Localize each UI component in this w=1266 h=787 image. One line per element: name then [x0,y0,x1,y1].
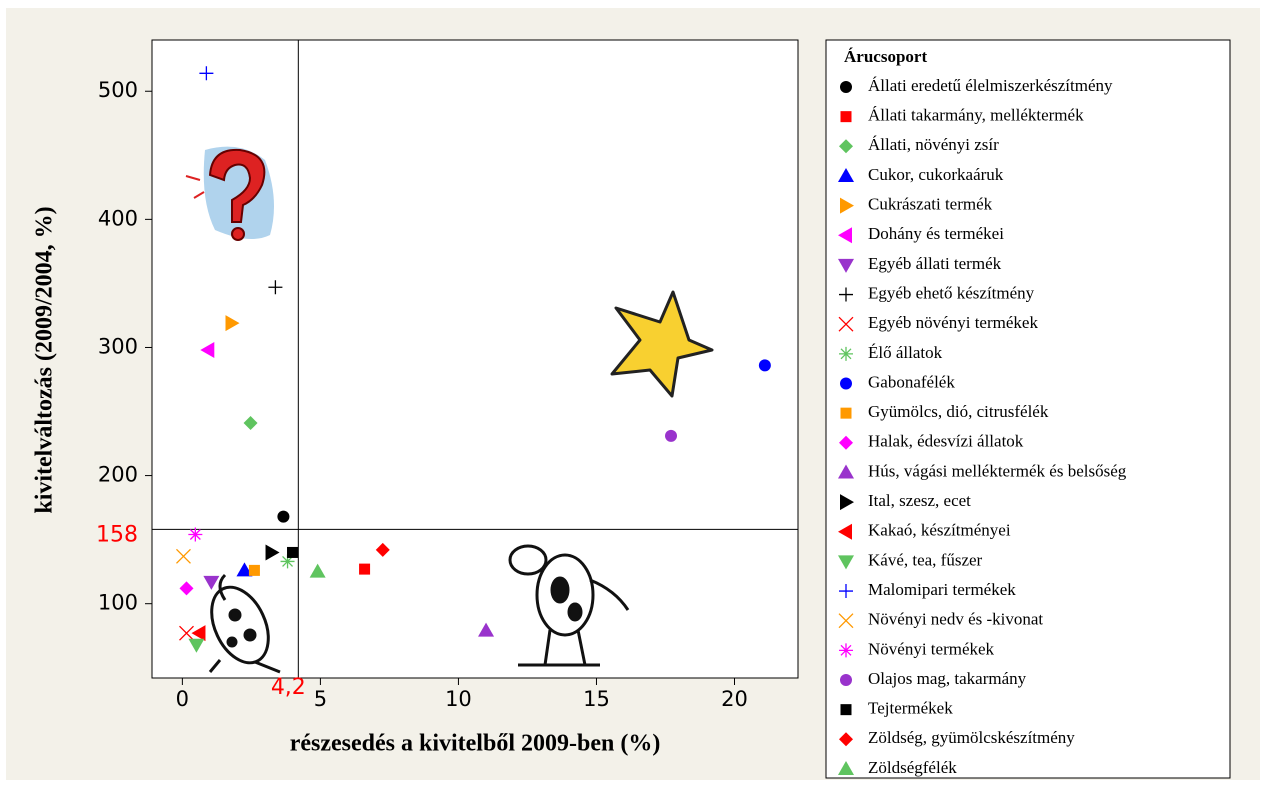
point [179,625,194,641]
legend-marker [838,167,854,182]
plot-area [151,39,799,679]
legend-marker [838,464,854,479]
x-tick-label: 0 [176,687,189,711]
legend-marker [840,197,854,214]
legend-marker [838,316,854,332]
reference-label-x: 4,2 [271,675,306,700]
calf-clipart [208,573,281,674]
point [665,429,678,442]
legend-marker [838,555,854,570]
legend-label: Zöldség, gyümölcskészítmény [868,728,1075,747]
cow-clipart [508,544,630,667]
legend-label: Növényi nedv és -kivonat [868,610,1043,629]
question-clipart [185,146,274,241]
legend-box [825,39,1231,779]
point [203,575,220,590]
legend-label: Hús, vágási melléktermék és belsőség [868,461,1127,480]
y-tick-label: 200 [98,463,138,487]
point [179,581,194,596]
legend-marker [838,613,854,629]
y-tick-label: 100 [98,591,138,615]
reference-label-y: 158 [96,522,138,547]
point [176,548,191,564]
legend-marker [838,227,852,244]
x-tick-label: 20 [721,687,748,711]
legend-label: Halak, édesvízi állatok [868,432,1024,451]
point [248,564,260,576]
legend-marker [838,258,854,273]
point [375,542,390,557]
point [280,554,295,569]
point [191,625,206,642]
legend-marker [838,760,854,775]
x-axis-label: részesedés a kivitelből 2009-ben (%) [290,731,661,757]
legend-label: Élő állatok [868,343,943,362]
y-tick-label: 500 [98,78,138,102]
legend-label: Állati, növényi zsír [868,135,999,154]
x-tick-label: 10 [445,687,472,711]
legend-label: Kávé, tea, fűszer [868,550,983,569]
legend-label: Zöldségfélék [868,758,957,777]
legend-marker [839,584,853,599]
legend-marker [840,674,852,686]
legend-marker [840,704,852,716]
legend-marker [839,287,853,302]
point [265,544,280,561]
legend-marker [840,494,854,511]
legend-marker [839,139,853,154]
legend-marker [840,377,852,390]
legend-marker [839,435,853,450]
point [236,562,253,577]
legend-label: Ital, szesz, ecet [868,491,971,510]
x-tick-label: 15 [583,687,610,711]
y-tick-label: 300 [98,334,138,358]
legend-marker [840,407,852,419]
point [200,342,215,359]
legend-label: Malomipari termékek [868,580,1016,599]
y-tick-label: 400 [98,206,138,230]
legend-marker [839,643,853,658]
point [225,315,240,332]
legend-label: Olajos mag, takarmány [868,669,1027,688]
legend-label: Gyümölcs, dió, citrusfélék [868,402,1049,421]
legend-marker [839,732,853,747]
point [243,416,258,431]
point [478,622,495,637]
point [188,638,205,653]
x-tick-label: 5 [314,687,327,711]
legend-marker [840,111,852,123]
star-clipart [610,290,714,398]
point [188,527,203,542]
legend-label: Állati eredetű élelmiszerkészítmény [868,76,1113,95]
legend-label: Cukrászati termék [868,195,993,214]
point [287,546,299,558]
legend-label: Kakaó, készítményei [868,521,1011,540]
y-axis-label: kivitelváltozás (2009/2004, %) [32,206,58,513]
point [268,280,283,295]
legend-label: Tejtermékek [868,699,953,718]
point [199,66,214,81]
legend-label: Egyéb állati termék [868,254,1002,273]
legend-label: Gabonafélék [868,372,955,391]
legend-title: Árucsoport [844,47,927,66]
point [309,563,326,578]
point [277,510,290,523]
legend-label: Állati takarmány, melléktermék [868,106,1084,125]
legend-marker [839,346,853,361]
legend-marker [840,81,852,93]
legend-label: Növényi termékek [868,639,995,658]
legend-label: Egyéb növényi termékek [868,313,1038,332]
legend-label: Dohány és termékei [868,224,1004,243]
point [359,563,371,575]
legend-label: Cukor, cukorkaáruk [868,165,1004,184]
legend-marker [838,523,852,540]
point [758,359,771,372]
legend-label: Egyéb ehető készítmény [868,283,1035,302]
